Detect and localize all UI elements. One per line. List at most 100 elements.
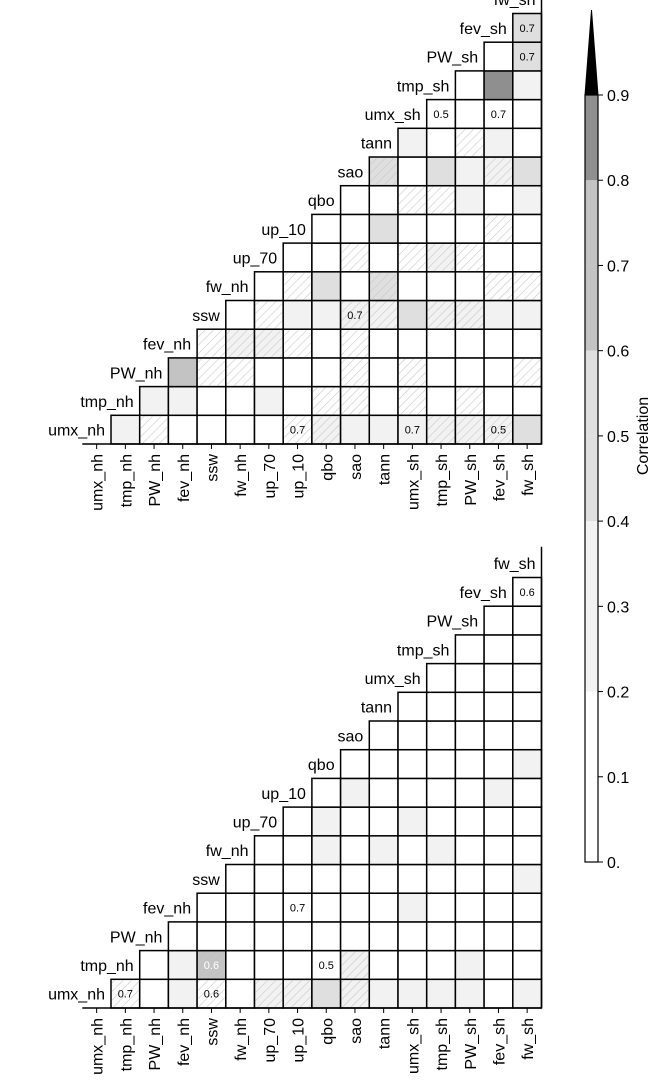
heatmap-cell-fev-nh-pw-sh [454,892,485,923]
col-label-pw-sh: PW_sh [463,454,480,506]
heatmap-cell-pw-nh-up-70 [253,921,284,952]
heatmap-cell-ssw-pw-sh [454,863,485,894]
heatmap-cell-fw-nh-tmp-sh [425,835,457,866]
heatmap-cell-fw-nh-pw-sh [454,271,485,302]
cell-annotation: 0.7 [290,425,305,437]
heatmap-cell-sao-tmp-sh [425,720,457,751]
heatmap-cell-umx-sh-fw-sh [512,662,543,694]
heatmap-cell-tmp-nh-pw-nh [138,385,170,417]
heatmap-cell-fw-nh-up-70 [253,271,284,302]
col-label-fw-sh: fw_sh [520,1018,537,1060]
hatch-overlay [341,358,369,386]
colorbar-segment [585,606,598,692]
row-label-umx-nh: umx_nh [48,987,105,1004]
cell-annotation: 0.7 [520,23,535,35]
heatmap-cell-ssw-fev-sh [483,863,514,894]
heatmap-cell-umx-nh-ssw [196,414,227,445]
hatch-overlay [198,951,225,979]
row-label-fev-sh: fev_sh [460,585,507,602]
heatmap-cell-pw-nh-tmp-sh [425,921,457,952]
row-label-ssw: ssw [192,308,220,325]
heatmap-cell-tmp-nh-up-10 [282,949,313,981]
heatmap-cell-up-10-tann [368,777,399,808]
heatmap-cell-umx-nh-fev-sh [483,978,514,1009]
cell-annotation: 0.7 [118,989,133,1001]
col-label-sao: sao [348,454,365,480]
heatmap-cell-tann-umx-sh [397,127,428,158]
heatmap-cell-fw-nh-fev-sh [483,835,514,866]
heatmap-cell-sao-fev-sh [483,720,514,751]
hatch-overlay [456,301,484,329]
cell-annotation: 0.7 [405,425,420,437]
col-label-fev-sh: fev_sh [491,454,508,501]
col-label-up-70: up_70 [262,454,279,499]
row-label-fev-nh: fev_nh [143,901,191,918]
heatmap-cell-ssw-umx-sh [397,863,428,894]
row-label-fev-sh: fev_sh [460,21,507,38]
colorbar-segment [585,350,598,436]
colorbar-tick-label: 0.4 [607,514,629,531]
heatmap-cell-pw-nh-tann [368,357,399,388]
heatmap-cell-fev-nh-fw-sh [512,328,543,359]
row-label-umx-sh: umx_sh [365,671,421,688]
colorbar-tick-label: 0.5 [607,429,629,446]
heatmap-cell-umx-nh-tann [368,414,399,445]
row-label-qbo: qbo [308,193,335,210]
heatmap-cell-up-10-pw-sh [454,777,485,808]
heatmap-cell-umx-nh-up-70 [253,414,284,445]
hatch-overlay [312,387,340,415]
heatmap-cell-pw-sh-fev-sh [483,605,514,636]
heatmap-cell-tmp-nh-tmp-sh [425,949,457,981]
col-label-up-70: up_70 [262,1018,279,1063]
heatmap-cell-tmp-nh-fev-sh [483,949,514,981]
heatmap-cell-tmp-nh-fev-sh [483,385,514,417]
heatmap-cell-umx-nh-pw-sh [454,978,485,1009]
heatmap-cell-umx-nh-pw-nh [138,978,170,1009]
heatmap-cell-fw-nh-sao [339,271,371,302]
heatmap-cell-pw-nh-fev-sh [483,921,514,952]
heatmap-cell-up-70-tmp-sh [425,806,457,837]
heatmap-cell-umx-nh-fev-nh [167,978,198,1009]
colorbar-segment [585,180,598,266]
heatmap-cell-sao-pw-sh [454,720,485,751]
heatmap-cell-umx-nh-umx-sh [397,978,428,1009]
heatmap-cell-tann-tmp-sh [425,127,457,158]
heatmap-cell-tann-pw-sh [454,691,485,722]
cell-annotation: 0.6 [204,989,219,1001]
col-label-tmp-nh: tmp_nh [118,1018,135,1071]
heatmap-cell-up-10-fw-sh [512,777,543,808]
hatch-overlay [255,330,283,357]
heatmap-cell-fev-nh-tann [368,892,399,923]
heatmap-cell-umx-sh-fw-sh [512,98,543,130]
heatmap-cell-fev-nh-up-70 [253,892,284,923]
heatmap-cell-ssw-fw-nh [225,863,256,894]
heatmap-cell-up-10-pw-sh [454,213,485,244]
col-label-pw-sh: PW_sh [463,1018,480,1070]
heatmap-cell-fw-nh-qbo [311,835,342,866]
heatmap-cell-ssw-up-10 [282,863,313,894]
row-label-sao: sao [338,164,364,181]
hatch-overlay [456,244,484,271]
heatmap-cell-sao-fw-sh [512,720,543,751]
col-label-tmp-nh: tmp_nh [118,454,135,507]
col-label-pw-nh: PW_nh [147,1018,164,1070]
heatmap-cell-qbo-umx-sh [397,748,428,780]
heatmap-cell-up-70-tann [368,806,399,837]
hatch-overlay [427,416,455,443]
heatmap-cell-sao-pw-sh [454,156,485,187]
row-label-pw-sh: PW_sh [427,614,479,631]
heatmap-cell-umx-nh-tmp-sh [425,978,457,1009]
hatch-overlay [427,301,455,329]
hatch-overlay [284,330,311,357]
cell-annotation: 0.7 [520,52,535,64]
row-label-tmp-sh: tmp_sh [397,78,449,95]
cell-annotation: 0.6 [204,960,219,972]
heatmap-cell-tann-fw-sh [512,691,543,722]
col-label-fev-nh: fev_nh [176,1018,193,1066]
row-label-qbo: qbo [308,757,335,774]
heatmap-cell-up-10-sao [339,777,371,808]
row-label-umx-sh: umx_sh [365,107,421,124]
hatch-overlay [513,272,541,300]
cell-annotation: 0.7 [347,310,362,322]
heatmap-cell-umx-sh-tmp-sh [425,662,457,694]
